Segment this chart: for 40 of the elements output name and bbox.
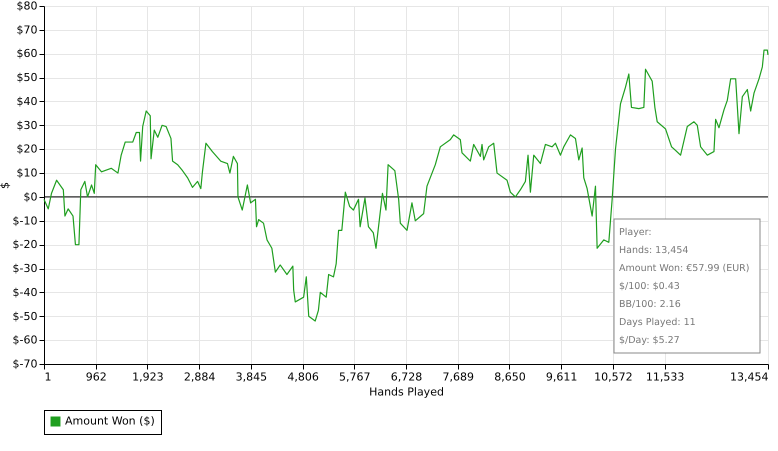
y-tick-label: $70 xyxy=(16,23,38,36)
x-tick-label: 962 xyxy=(86,370,107,384)
y-tick-label: $-30 xyxy=(12,262,38,276)
x-tick-label: 8,650 xyxy=(494,370,526,384)
x-tick-label: 10,572 xyxy=(594,370,633,384)
annotation: $/100: $0.43 xyxy=(619,281,680,292)
x-tick-label: 11,533 xyxy=(646,370,684,384)
y-tick-label: $20 xyxy=(16,142,38,156)
x-tick-label: 2,884 xyxy=(184,370,216,384)
annotation: Hands: 13,454 xyxy=(619,245,688,256)
x-tick-label: 9,611 xyxy=(546,370,578,384)
y-tick-label: $50 xyxy=(16,71,38,84)
x-tick-label: 13,454 xyxy=(730,370,768,384)
y-tick-label: $80 xyxy=(16,0,38,12)
y-tick-label: $30 xyxy=(16,118,38,132)
y-tick-label: $-70 xyxy=(12,358,38,370)
x-tick-label: 3,845 xyxy=(236,370,268,384)
y-tick-label: $0 xyxy=(24,190,38,204)
annotation: Amount Won: €57.99 (EUR) xyxy=(619,263,750,274)
y-tick-label: $-20 xyxy=(12,238,38,252)
annotation: Player: xyxy=(619,227,652,238)
annotation: Days Played: 11 xyxy=(619,317,696,328)
y-tick-label: $-60 xyxy=(12,334,38,347)
annotation: $/Day: $5.27 xyxy=(619,335,680,346)
y-tick-label: $40 xyxy=(16,94,38,108)
y-tick-label: $60 xyxy=(16,47,38,60)
y-tick-label: $-40 xyxy=(12,286,38,299)
x-tick-label: 5,767 xyxy=(339,370,371,384)
y-tick-label: $-50 xyxy=(12,310,38,323)
y-axis-title: $ xyxy=(0,182,12,189)
y-tick-label: $-10 xyxy=(12,214,38,228)
annotation: BB/100: 2.16 xyxy=(619,299,681,310)
y-tick-label: $10 xyxy=(16,166,38,180)
legend-label: Amount Won ($) xyxy=(65,414,155,428)
x-tick-label: 6,728 xyxy=(390,370,422,384)
x-tick-label: 1,923 xyxy=(132,370,164,384)
x-tick-label: 7,689 xyxy=(442,370,474,384)
x-axis-title: Hands Played xyxy=(369,386,444,398)
x-tick-label: 1 xyxy=(44,370,52,384)
x-tick-label: 4,806 xyxy=(287,370,319,384)
